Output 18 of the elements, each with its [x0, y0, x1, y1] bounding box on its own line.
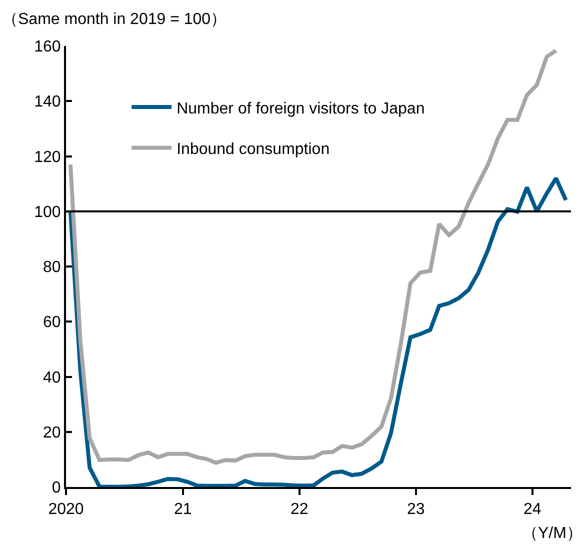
- x-tick-label: 2020: [48, 501, 84, 518]
- x-axis-title: （Y/M）: [522, 525, 582, 542]
- y-tick-label: 40: [43, 369, 61, 386]
- y-axis-title: （Same month in 2019 = 100）: [2, 11, 227, 28]
- y-tick-label: 0: [52, 480, 61, 497]
- y-tick-label: 120: [34, 148, 61, 166]
- y-tick-label: 100: [34, 204, 61, 221]
- x-tick-label: 22: [290, 501, 308, 518]
- y-tick-label: 20: [43, 424, 61, 442]
- y-tick-label: 140: [34, 94, 61, 111]
- legend-label: Inbound consumption: [176, 141, 330, 158]
- x-tick-label: 23: [406, 501, 425, 518]
- legend-label: Number of foreign visitors to Japan: [176, 100, 425, 118]
- x-tick-label: 21: [174, 501, 192, 518]
- y-tick-label: 160: [34, 38, 61, 56]
- y-tick-label: 60: [43, 314, 61, 332]
- x-tick-label: 24: [523, 501, 542, 518]
- y-tick-label: 80: [43, 259, 61, 276]
